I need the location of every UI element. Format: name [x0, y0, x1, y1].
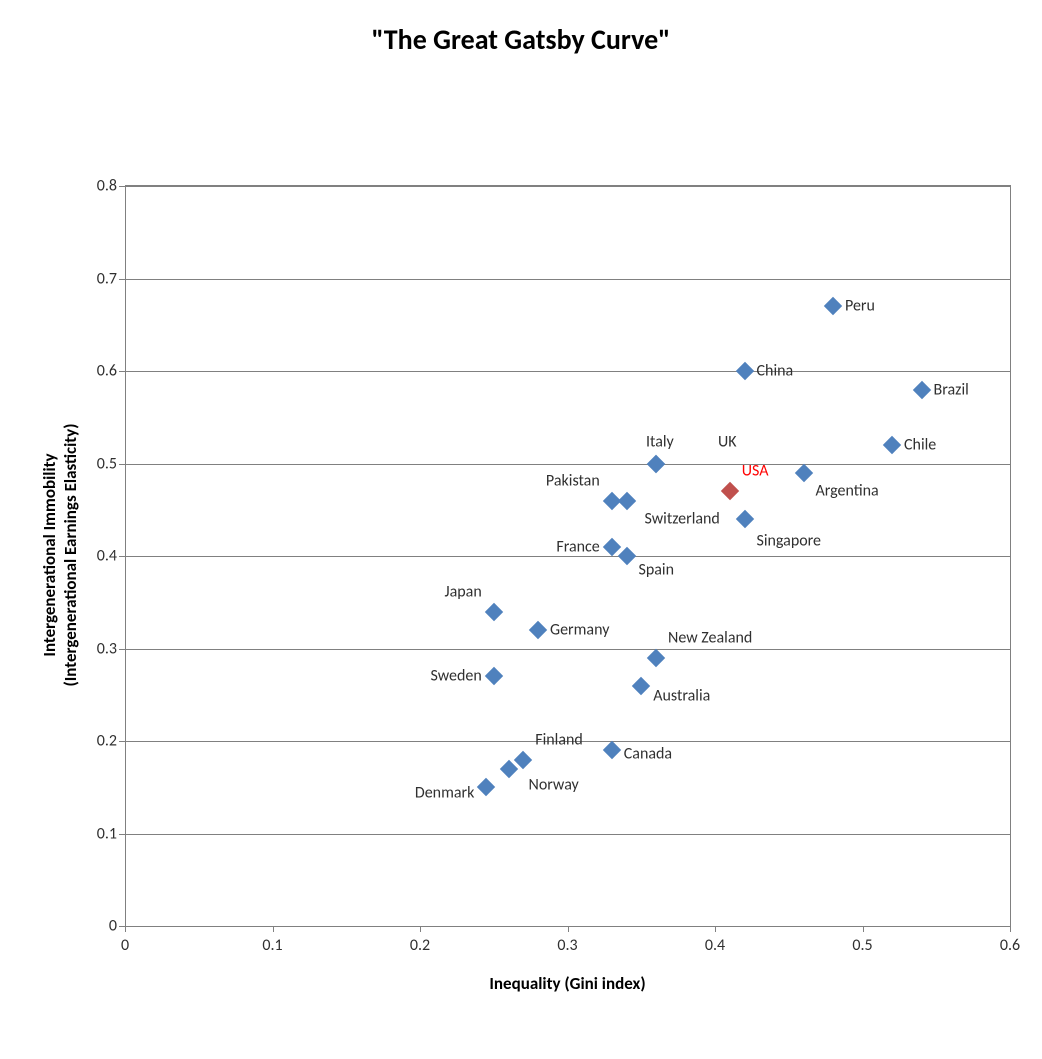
- data-point-label: Chile: [904, 436, 936, 455]
- data-point-label: Japan: [445, 582, 482, 601]
- data-point-label: Finland: [535, 730, 583, 749]
- tick-label-y: 0.6: [97, 362, 125, 381]
- data-point: [485, 667, 503, 685]
- data-point: [617, 547, 635, 565]
- tick-label-y: 0.5: [97, 454, 125, 473]
- data-point-label: Peru: [845, 297, 875, 316]
- data-point-label: Argentina: [816, 481, 879, 500]
- data-point-label: Brazil: [934, 380, 969, 399]
- data-point-label: New Zealand: [668, 628, 752, 647]
- tick-label-x: 0.3: [557, 926, 577, 955]
- tick-label-x: 0.4: [705, 926, 725, 955]
- data-point: [499, 760, 517, 778]
- data-point-label: Switzerland: [645, 509, 720, 528]
- tick-label-y: 0.1: [97, 824, 125, 843]
- data-point: [824, 297, 842, 315]
- data-point-label: UK: [718, 432, 737, 451]
- tick-label-x: 0: [121, 926, 129, 955]
- data-point: [632, 676, 650, 694]
- tick-label-x: 0.2: [410, 926, 430, 955]
- tick-label-y: 0.7: [97, 269, 125, 288]
- data-point: [647, 454, 665, 472]
- data-point-label: Australia: [653, 686, 710, 705]
- gridline-y: [125, 186, 1010, 187]
- gridline-y: [125, 649, 1010, 650]
- data-point: [603, 538, 621, 556]
- tick-label-x: 0.1: [262, 926, 282, 955]
- data-point-label: Singapore: [757, 532, 822, 551]
- gridline-y: [125, 464, 1010, 465]
- data-point: [477, 778, 495, 796]
- tick-label-y: 0.4: [97, 547, 125, 566]
- tick-label-x: 0.5: [852, 926, 872, 955]
- chart-title: "The Great Gatsby Curve": [0, 22, 1042, 57]
- y-axis-line: [125, 186, 126, 926]
- tick-label-y: 0.3: [97, 639, 125, 658]
- data-point-label: China: [757, 362, 794, 381]
- data-point-label: France: [556, 537, 599, 556]
- data-point-label: Canada: [624, 745, 672, 764]
- data-point-label: USA: [742, 462, 769, 481]
- data-point-label: Pakistan: [546, 471, 600, 490]
- y-axis-label: Intergenerational Immobility (Intergener…: [39, 423, 81, 686]
- data-point: [485, 602, 503, 620]
- data-point: [721, 482, 739, 500]
- x-axis-label: Inequality (Gini index): [489, 973, 645, 994]
- gridline-y: [125, 279, 1010, 280]
- y-axis-label-line2: (Intergenerational Earnings Elasticity): [60, 423, 81, 686]
- data-point: [912, 380, 930, 398]
- gridline-y: [125, 371, 1010, 372]
- plot-area: 00.10.20.30.40.50.60.70.800.10.20.30.40.…: [125, 185, 1011, 926]
- data-point: [617, 491, 635, 509]
- gridline-y: [125, 834, 1010, 835]
- data-point: [883, 436, 901, 454]
- data-point-label: Denmark: [415, 784, 475, 803]
- data-point: [794, 464, 812, 482]
- data-point-label: Sweden: [431, 667, 482, 686]
- data-point-label: Norway: [529, 775, 579, 794]
- data-point: [529, 621, 547, 639]
- data-point: [514, 750, 532, 768]
- data-point: [647, 649, 665, 667]
- scatter-chart: "The Great Gatsby Curve" 00.10.20.30.40.…: [0, 0, 1042, 1059]
- tick-label-y: 0.8: [97, 177, 125, 196]
- y-axis-label-line1: Intergenerational Immobility: [39, 423, 60, 686]
- data-point-label: Italy: [646, 432, 674, 451]
- data-point-label: Germany: [550, 621, 609, 640]
- data-point-label: Spain: [639, 561, 675, 580]
- tick-label-x: 0.6: [1000, 926, 1020, 955]
- data-point: [735, 510, 753, 528]
- data-point: [735, 362, 753, 380]
- tick-label-y: 0.2: [97, 732, 125, 751]
- data-point: [603, 741, 621, 759]
